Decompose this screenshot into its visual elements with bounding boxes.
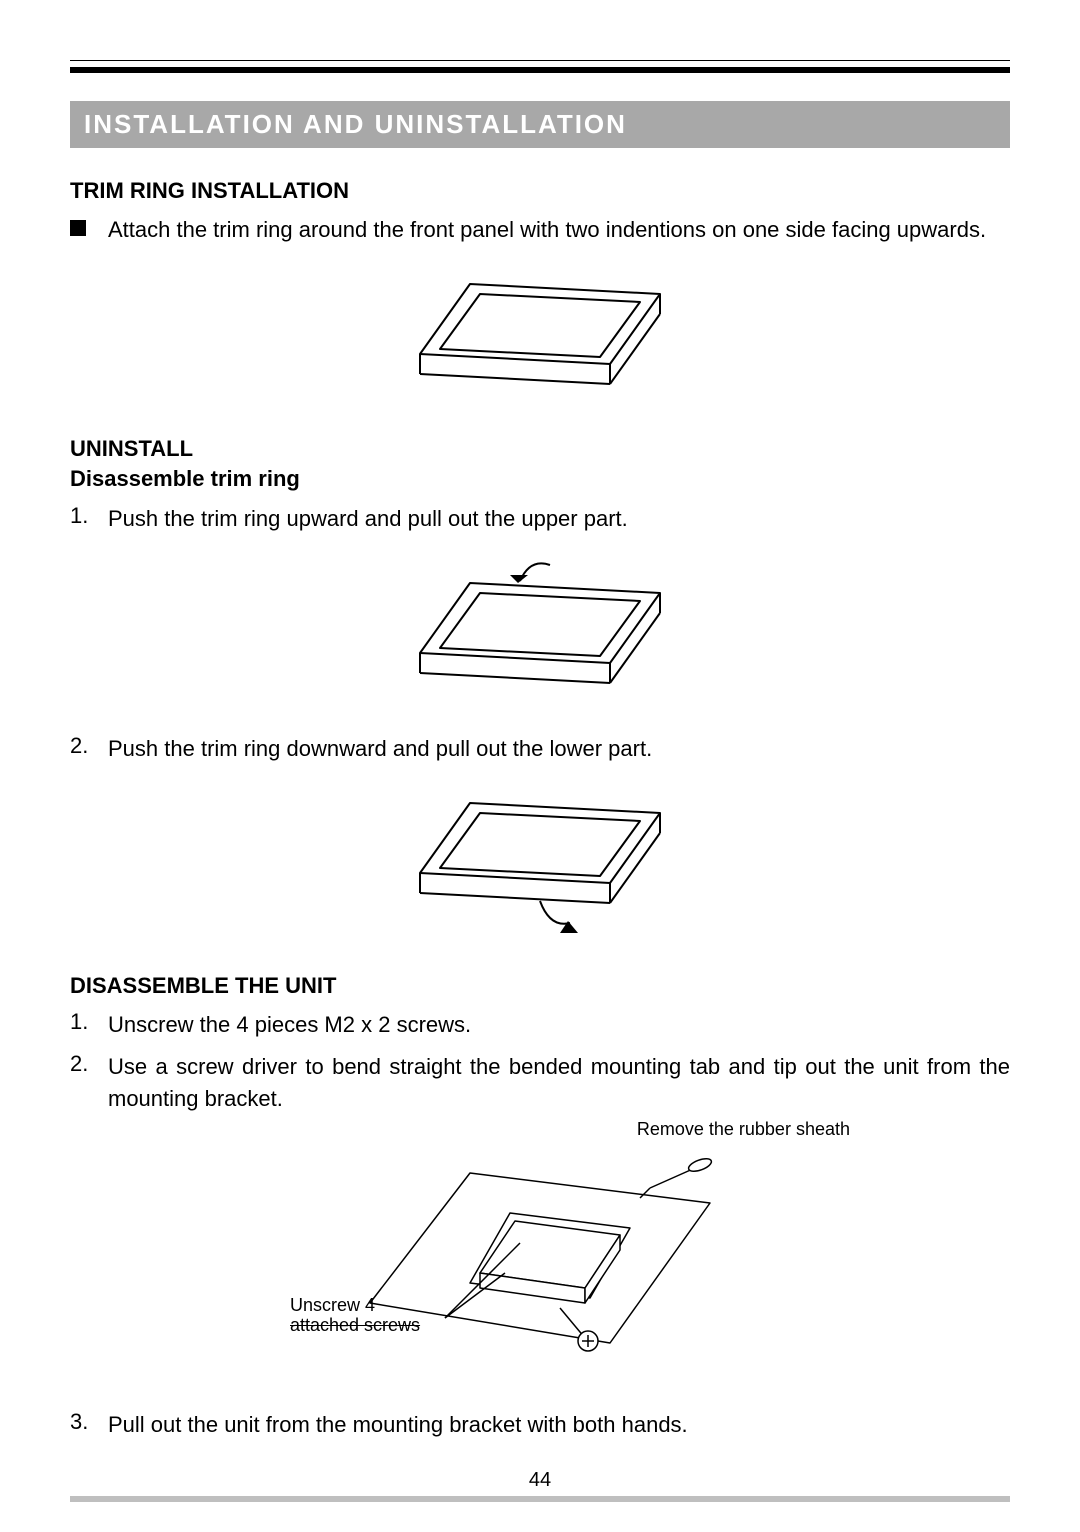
label-unscrew-line2: attached screws xyxy=(290,1315,420,1335)
figure-unit-in-bracket xyxy=(350,1143,730,1383)
disassemble-step-2: Use a screw driver to bend straight the … xyxy=(70,1051,1010,1115)
heading-uninstall: UNINSTALL Disassemble trim ring xyxy=(70,434,1010,493)
top-rule-thick xyxy=(70,67,1010,73)
label-unscrew: Unscrew 4 attached screws xyxy=(290,1295,420,1336)
disassemble-step-3-text: Pull out the unit from the mounting brac… xyxy=(108,1409,1010,1441)
uninstall-step-1: Push the trim ring upward and pull out t… xyxy=(70,503,1010,535)
figure-trim-ring-up-arrow xyxy=(410,553,670,703)
bullet-row: Attach the trim ring around the front pa… xyxy=(70,214,1010,246)
uninstall-steps: Push the trim ring upward and pull out t… xyxy=(70,503,1010,535)
uninstall-step-2: Push the trim ring downward and pull out… xyxy=(70,733,1010,765)
page-number: 44 xyxy=(0,1469,1080,1492)
heading-disassemble-unit: DISASSEMBLE THE UNIT xyxy=(70,973,1010,999)
heading-trim-ring-install: TRIM RING INSTALLATION xyxy=(70,178,1010,204)
uninstall-steps-2: Push the trim ring downward and pull out… xyxy=(70,733,1010,765)
label-remove-sheath: Remove the rubber sheath xyxy=(637,1119,850,1140)
heading-uninstall-line2: Disassemble trim ring xyxy=(70,466,300,491)
uninstall-step-2-text: Push the trim ring downward and pull out… xyxy=(108,733,1010,765)
disassemble-step-1: Unscrew the 4 pieces M2 x 2 screws. xyxy=(70,1009,1010,1041)
uninstall-step-1-text: Push the trim ring upward and pull out t… xyxy=(108,503,1010,535)
heading-uninstall-line1: UNINSTALL xyxy=(70,436,193,461)
page: INSTALLATION AND UNINSTALLATION TRIM RIN… xyxy=(0,0,1080,1532)
disassemble-steps-3: Pull out the unit from the mounting brac… xyxy=(70,1409,1010,1441)
disassemble-step-2-text: Use a screw driver to bend straight the … xyxy=(108,1051,1010,1115)
figure-trim-ring xyxy=(410,264,670,404)
label-unscrew-line1: Unscrew 4 xyxy=(290,1295,375,1315)
figure-trim-ring-down-arrow xyxy=(410,783,670,943)
disassemble-steps: Unscrew the 4 pieces M2 x 2 screws. Use … xyxy=(70,1009,1010,1115)
figure-unit-wrap: Remove the rubber sheath xyxy=(230,1125,850,1385)
disassemble-step-1-text: Unscrew the 4 pieces M2 x 2 screws. xyxy=(108,1009,1010,1041)
trim-ring-bullet-text: Attach the trim ring around the front pa… xyxy=(108,214,1010,246)
top-rule-thin xyxy=(70,60,1010,61)
square-bullet-icon xyxy=(70,220,86,236)
section-banner: INSTALLATION AND UNINSTALLATION xyxy=(70,101,1010,148)
disassemble-step-3: Pull out the unit from the mounting brac… xyxy=(70,1409,1010,1441)
footer-bar xyxy=(70,1496,1010,1502)
